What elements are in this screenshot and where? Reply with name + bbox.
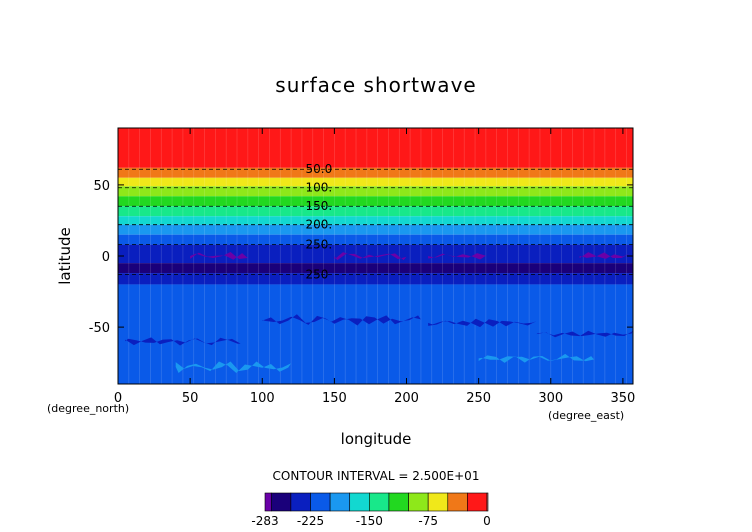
- colorbar-label: -225: [297, 514, 324, 528]
- y-tick-label: 50: [93, 179, 110, 194]
- colorbar-label: -75: [418, 514, 438, 528]
- band-11: [118, 273, 633, 285]
- patch-equator-2: [334, 252, 407, 261]
- contour-label-5: 250: [306, 267, 329, 281]
- band-2: [118, 177, 633, 187]
- x-tick-label: 200: [394, 391, 419, 406]
- colorbar-swatch: [486, 492, 489, 512]
- x-unit-label: (degree_east): [548, 409, 624, 422]
- patch-equator-4: [579, 252, 631, 259]
- band-9: [118, 244, 633, 264]
- band-10: [118, 263, 633, 274]
- band-7: [118, 224, 633, 235]
- colorbar-swatch: [447, 492, 468, 512]
- patch-equator-3: [428, 253, 486, 260]
- contour-label-4: 250.: [306, 238, 333, 252]
- band-0: [118, 128, 633, 168]
- patch-south-1: [262, 314, 421, 326]
- colorbar-swatch: [329, 492, 351, 512]
- x-tick-label: 300: [538, 391, 563, 406]
- contour-label-3: 200.: [306, 218, 333, 232]
- contour-interval-text: CONTOUR INTERVAL = 2.500E+01: [273, 469, 480, 483]
- x-tick-label: 350: [610, 391, 635, 406]
- patch-south-2: [428, 318, 537, 328]
- contour-label-2: 150.: [306, 199, 333, 213]
- x-tick-label: 50: [182, 391, 199, 406]
- x-tick-label: 100: [250, 391, 275, 406]
- band-12: [118, 284, 633, 384]
- colorbar-swatch: [349, 492, 370, 512]
- colorbar-swatch: [290, 492, 311, 512]
- colorbar-label: -150: [356, 514, 383, 528]
- band-3: [118, 186, 633, 197]
- band-1: [118, 167, 633, 178]
- patch-south-3: [125, 337, 241, 346]
- colorbar-swatch: [369, 492, 390, 512]
- band-5: [118, 206, 633, 217]
- colorbar-swatch: [467, 492, 488, 512]
- band-8: [118, 234, 633, 245]
- patch-south-4: [175, 361, 292, 373]
- colorbar-swatch: [427, 492, 449, 512]
- y-axis-label: latitude: [56, 227, 74, 285]
- x-tick-label: 250: [466, 391, 491, 406]
- colorbar-label: -283: [251, 514, 278, 528]
- contour-label-0: 50.0: [306, 162, 333, 176]
- colorbar-swatch: [264, 492, 272, 512]
- contour-label-1: 100.: [306, 181, 333, 195]
- band-4: [118, 196, 633, 207]
- y-tick-label: -50: [89, 321, 110, 336]
- chart-title: surface shortwave: [275, 73, 476, 97]
- patch-equator-1: [190, 252, 248, 260]
- colorbar-swatch: [388, 492, 409, 512]
- x-tick-label: 0: [114, 391, 122, 406]
- y-unit-label: (degree_north): [47, 402, 129, 415]
- patch-south-6: [536, 330, 633, 338]
- x-tick-label: 150: [322, 391, 347, 406]
- colorbar-swatch: [310, 492, 331, 512]
- plot-area: 50.0 100. 150. 200. 250. 250 0 50 100 150 200 250 3…: [89, 127, 635, 406]
- colorbar-swatch: [270, 492, 292, 512]
- patch-south-5: [478, 353, 595, 363]
- colorbar-label: 0: [483, 514, 491, 528]
- colorbar-swatch: [408, 492, 429, 512]
- x-axis-label: longitude: [341, 430, 412, 448]
- band-6: [118, 216, 633, 225]
- y-tick-label: 0: [102, 250, 110, 265]
- colorbar: -283 -225 -150 -75 0: [251, 492, 491, 528]
